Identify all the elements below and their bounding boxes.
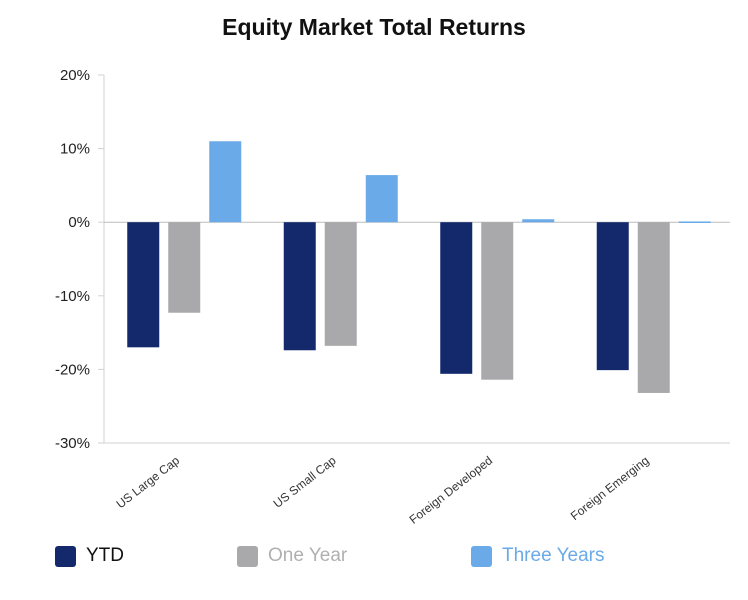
legend-swatch — [471, 545, 492, 567]
y-tick-label: 10% — [60, 141, 90, 158]
x-tick-label: Foreign Emerging — [568, 453, 652, 523]
bar — [168, 222, 201, 313]
bar — [522, 219, 555, 223]
chart-title: Equity Market Total Returns — [222, 14, 526, 40]
bar — [637, 222, 670, 393]
x-tick-label: Foreign Developed — [407, 453, 496, 526]
y-tick-labels: 20% 10% 0% -10% -20% -30% — [55, 67, 104, 452]
legend-label: One Year — [268, 545, 348, 566]
y-tick-label: -10% — [55, 288, 90, 305]
bar — [127, 222, 160, 348]
x-tick-label: US Large Cap — [114, 453, 183, 511]
bar-chart: 20% 10% 0% -10% -20% -30% US Large Cap US Smal… — [55, 67, 730, 527]
y-tick-label: 0% — [68, 214, 90, 231]
category-labels: US Large Cap US Small Cap Foreign Develope… — [114, 453, 652, 527]
y-tick-label: 20% — [60, 67, 90, 84]
legend-item: One Year — [237, 545, 347, 567]
bar — [209, 141, 242, 223]
bar — [481, 222, 514, 380]
bar — [678, 221, 711, 223]
y-tick-label: -30% — [55, 435, 90, 452]
legend-swatch — [55, 545, 76, 567]
bar — [440, 222, 473, 374]
bar — [596, 222, 629, 371]
chart-legend: YTD One Year Three Years — [0, 545, 748, 571]
chart-bars — [127, 141, 711, 393]
x-tick-label: US Small Cap — [271, 453, 339, 511]
legend-label: YTD — [86, 545, 124, 566]
bar — [324, 222, 357, 346]
bar — [283, 222, 316, 351]
legend-label: Three Years — [502, 545, 605, 566]
legend-swatch — [237, 545, 258, 567]
bar — [365, 175, 398, 223]
legend-item: YTD — [55, 545, 124, 567]
legend-item: Three Years — [471, 545, 604, 567]
y-tick-label: -20% — [55, 361, 90, 378]
